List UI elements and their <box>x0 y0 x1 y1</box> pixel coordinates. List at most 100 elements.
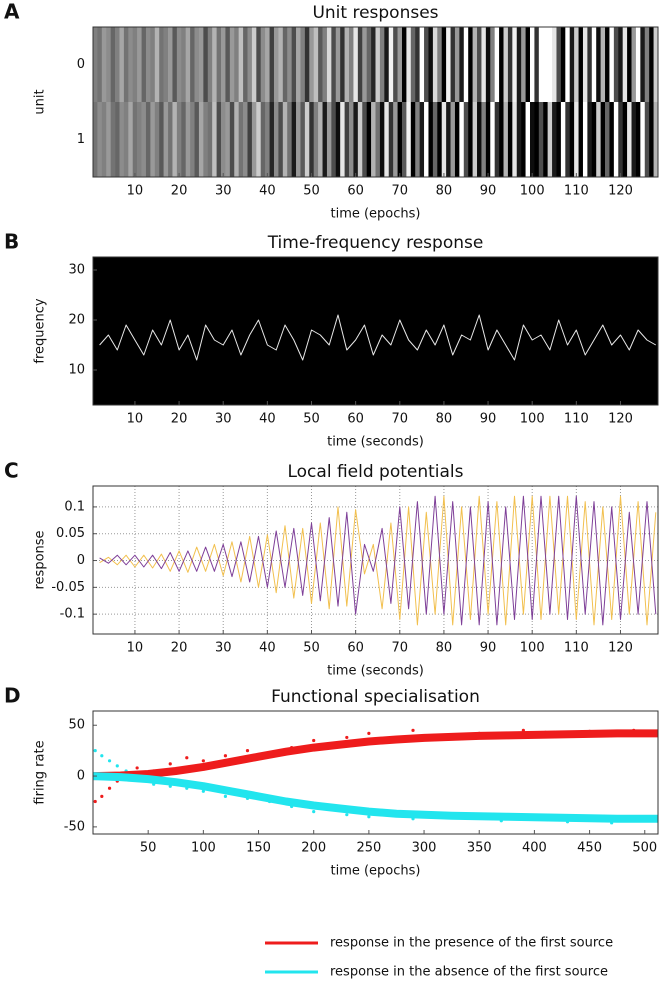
x-tick-label: 100 <box>520 641 545 656</box>
heat-cell <box>401 102 407 177</box>
heat-cell <box>627 102 632 177</box>
heat-cell <box>203 27 209 102</box>
chart-title: Functional specialisation <box>271 687 480 707</box>
heat-cell <box>481 27 487 102</box>
heat-cell <box>494 102 500 177</box>
heat-cell <box>181 102 186 177</box>
y-tick-label: 20 <box>68 313 85 328</box>
x-tick-label: 40 <box>259 412 276 427</box>
x-tick-label: 100 <box>520 412 545 427</box>
heat-cell <box>627 27 632 102</box>
heat-cell <box>362 102 367 177</box>
heat-cell <box>278 102 284 177</box>
legend-label: response in the presence of the first so… <box>330 936 613 951</box>
heat-cell <box>119 102 125 177</box>
frame <box>92 256 659 406</box>
heat-cell <box>644 102 650 177</box>
heat-cell <box>326 102 332 177</box>
heat-cell <box>353 102 359 177</box>
heat-cell <box>587 102 593 177</box>
heat-cell <box>366 102 372 177</box>
heat-cell <box>609 102 615 177</box>
heat-cell <box>503 102 509 177</box>
heat-cell <box>397 102 403 177</box>
heat-cell <box>150 27 156 102</box>
x-tick-label: 500 <box>632 841 657 856</box>
plot-background <box>93 257 658 405</box>
heat-cell <box>251 102 257 177</box>
chart-title: Time-frequency response <box>267 233 484 253</box>
heat-cell <box>450 27 456 102</box>
x-tick-label: 110 <box>564 641 589 656</box>
heat-cell <box>463 102 469 177</box>
heat-cell <box>613 102 619 177</box>
heat-cell <box>176 27 182 102</box>
heat-cell <box>322 27 328 102</box>
y-axis-label: unit <box>33 89 48 114</box>
heat-cell <box>441 27 447 102</box>
heat-cell <box>547 27 553 102</box>
scatter-point <box>107 786 112 790</box>
heat-cell <box>168 27 173 102</box>
heat-cell <box>163 27 169 102</box>
heat-cell <box>375 102 381 177</box>
heat-cell <box>256 102 262 177</box>
y-tick-label: 30 <box>68 263 85 278</box>
heat-cell <box>507 27 513 102</box>
heat-cell <box>499 102 504 177</box>
x-tick-label: 100 <box>520 184 545 199</box>
scatter-point <box>135 766 139 770</box>
x-tick-label: 30 <box>215 641 232 656</box>
heat-cell <box>260 102 266 177</box>
heat-cell <box>115 27 120 102</box>
heat-cell <box>159 27 164 102</box>
frame <box>92 710 659 835</box>
heat-cell <box>437 27 443 102</box>
heat-cell <box>410 27 416 102</box>
scatter-point <box>100 794 104 798</box>
heat-cell <box>569 102 575 177</box>
series-line <box>99 495 657 626</box>
heat-cell <box>221 27 226 102</box>
heat-cell <box>503 27 509 102</box>
scatter-point <box>345 813 349 817</box>
heat-cell <box>512 27 518 102</box>
heat-cell <box>406 102 412 177</box>
chart-title: Unit responses <box>312 3 438 23</box>
heat-cell <box>349 27 354 102</box>
heat-cell <box>318 102 323 177</box>
heat-cell <box>446 27 451 102</box>
x-tick-label: 30 <box>215 412 232 427</box>
heat-cell <box>596 27 601 102</box>
heat-cell <box>631 102 637 177</box>
heat-cell <box>269 102 275 177</box>
heat-cell <box>225 27 231 102</box>
heat-cell <box>181 27 186 102</box>
y-tick-label: 0 <box>77 57 85 72</box>
heat-cell <box>521 27 526 102</box>
y-tick-label: -50 <box>64 819 85 834</box>
panel-letter: B <box>4 230 19 254</box>
x-tick-label: 60 <box>347 184 364 199</box>
heat-cell <box>393 27 398 102</box>
heat-cell <box>371 102 376 177</box>
heat-cell <box>556 27 562 102</box>
heat-cell <box>172 102 178 177</box>
scatter-point <box>168 762 172 766</box>
heat-cell <box>490 27 495 102</box>
scatter-point <box>411 728 415 732</box>
y-tick-label: 0 <box>77 553 85 568</box>
heat-cell <box>472 102 478 177</box>
heat-cell <box>600 27 606 102</box>
heat-cell <box>481 102 487 177</box>
scatter-point <box>312 738 316 743</box>
heat-cell <box>644 27 650 102</box>
heat-cell <box>176 102 182 177</box>
x-tick-label: 50 <box>303 641 320 656</box>
heat-cell <box>472 27 478 102</box>
heat-cell <box>516 102 522 177</box>
heat-cell <box>560 102 566 177</box>
heat-cell <box>159 102 164 177</box>
heat-cell <box>538 102 544 177</box>
heat-cell <box>198 27 204 102</box>
